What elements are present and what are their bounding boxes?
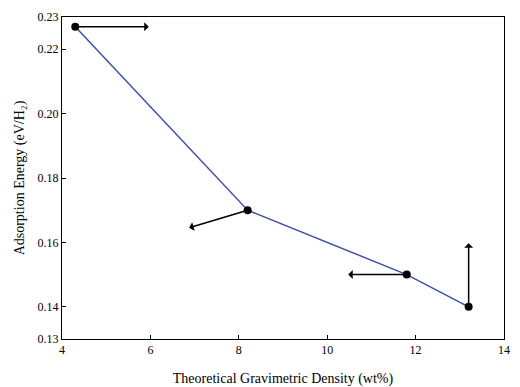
svg-text:10: 10 [321, 343, 333, 357]
svg-text:Theoretical Gravimetric Densit: Theoretical Gravimetric Density (wt%) [173, 371, 394, 387]
svg-text:0.16: 0.16 [38, 236, 59, 250]
svg-text:6: 6 [147, 343, 153, 357]
svg-text:14: 14 [498, 343, 510, 357]
svg-text:0.20: 0.20 [38, 107, 59, 121]
svg-text:Adsorption Energy (eV/H₂): Adsorption Energy (eV/H₂) [12, 100, 28, 255]
svg-text:0.14: 0.14 [38, 300, 59, 314]
svg-text:0.18: 0.18 [38, 171, 59, 185]
svg-text:0.22: 0.22 [38, 42, 59, 56]
svg-text:4: 4 [59, 343, 65, 357]
svg-text:8: 8 [236, 343, 242, 357]
svg-text:0.23: 0.23 [38, 10, 59, 24]
svg-text:12: 12 [410, 343, 422, 357]
svg-text:0.13: 0.13 [38, 332, 59, 346]
